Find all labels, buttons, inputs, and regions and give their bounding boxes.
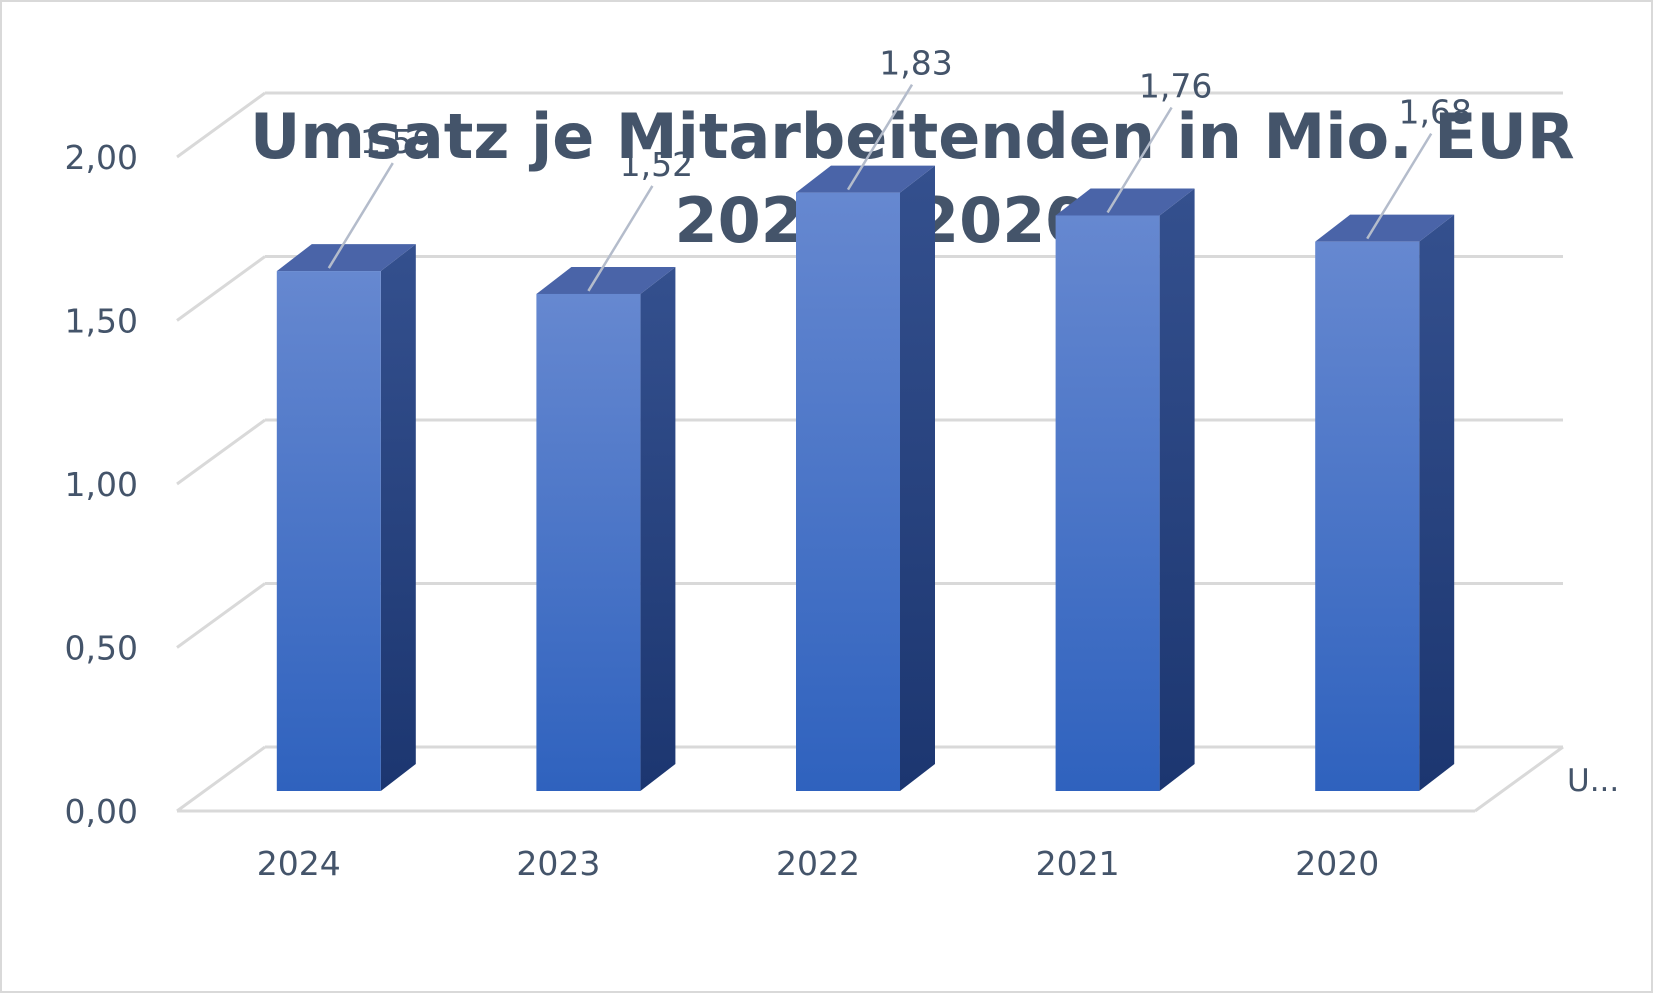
- bar-top-face: [536, 266, 676, 294]
- floor-right-edge: [1474, 745, 1564, 813]
- gridline-side-1: [176, 582, 266, 649]
- bar-2024: [276, 244, 416, 791]
- x-tick-label: 2020: [1295, 844, 1379, 883]
- data-label: 1,59: [360, 122, 433, 161]
- bar-top-face: [796, 165, 935, 193]
- gridline-side-3: [176, 255, 266, 322]
- gridline-side-0: [176, 745, 266, 813]
- x-tick-label: 2023: [516, 844, 600, 883]
- leader-line: [1106, 106, 1173, 214]
- bar-side-face: [900, 165, 935, 792]
- data-label: 1,52: [620, 145, 693, 184]
- bar-side-face: [380, 244, 416, 791]
- leader-line: [587, 185, 654, 292]
- leader-line: [846, 83, 914, 191]
- chart-title-line-1: Umsatz je Mitarbeitenden in Mio. EUR: [250, 100, 1575, 173]
- data-label: 1,83: [879, 44, 952, 83]
- bar-front-face: [796, 192, 900, 792]
- data-label: 1,68: [1398, 93, 1471, 132]
- bar-top-face: [1055, 188, 1195, 216]
- bar-side-face: [1159, 188, 1195, 792]
- bar-side-face: [640, 266, 676, 792]
- bar-front-face: [276, 271, 381, 791]
- bar-2020: [1315, 214, 1455, 791]
- x-tick-label: 2024: [257, 844, 341, 883]
- bar-2023: [536, 266, 676, 792]
- bar-top-face: [276, 244, 416, 272]
- gridline-side-4: [176, 91, 266, 159]
- bar-front-face: [1055, 215, 1160, 792]
- bar-2022: [796, 165, 935, 792]
- bar-2021: [1055, 188, 1195, 792]
- bar-front-face: [536, 293, 641, 791]
- data-label: 1,76: [1139, 66, 1212, 105]
- bar-front-face: [1315, 241, 1420, 791]
- series-axis-label: U...: [1567, 763, 1619, 799]
- labels: 0,00 0,50 1,00 1,50 2,00 1,59 2024 1,52 2023 1,83…: [65, 44, 1620, 883]
- y-tick-label: 0,50: [65, 629, 138, 668]
- x-tick-label: 2022: [776, 844, 860, 883]
- x-tick-label: 2021: [1036, 844, 1120, 883]
- bars: [276, 165, 1455, 792]
- y-tick-label: 0,00: [65, 792, 138, 831]
- gridline-side-2: [176, 418, 266, 486]
- y-tick-label: 2,00: [65, 138, 138, 177]
- y-tick-label: 1,00: [65, 465, 138, 504]
- leader-line: [327, 162, 394, 269]
- y-tick-label: 1,50: [65, 302, 138, 341]
- leader-line: [1366, 132, 1433, 240]
- bar-side-face: [1419, 214, 1455, 791]
- bar-top-face: [1315, 214, 1455, 242]
